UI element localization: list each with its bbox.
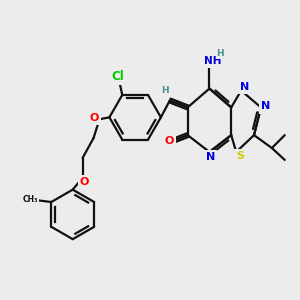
Text: CH₃: CH₃ xyxy=(23,194,38,203)
Text: Cl: Cl xyxy=(111,70,124,83)
Text: H: H xyxy=(217,50,224,58)
Text: H: H xyxy=(161,86,169,95)
Text: N: N xyxy=(241,82,250,92)
Text: O: O xyxy=(164,136,173,146)
Text: N: N xyxy=(206,152,215,162)
Text: O: O xyxy=(80,177,89,187)
Text: N: N xyxy=(261,101,271,111)
Text: O: O xyxy=(90,113,99,123)
Text: S: S xyxy=(236,151,244,161)
Text: NH: NH xyxy=(204,56,221,66)
